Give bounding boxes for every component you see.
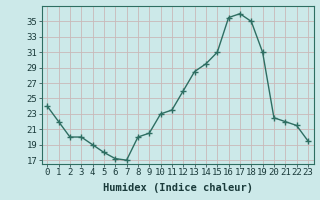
X-axis label: Humidex (Indice chaleur): Humidex (Indice chaleur)	[103, 183, 252, 193]
